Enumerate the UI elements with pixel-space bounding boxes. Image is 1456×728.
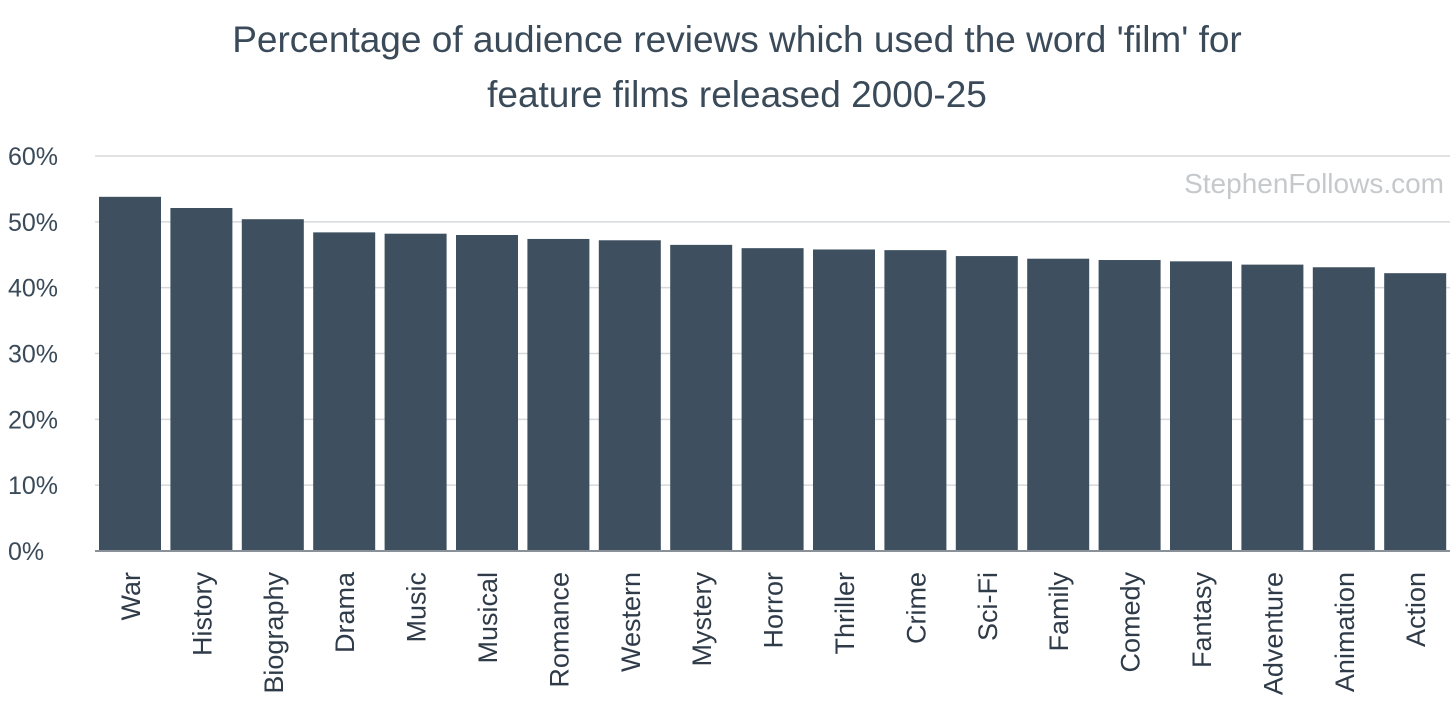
y-tick-label: 30%: [8, 341, 58, 369]
y-tick-label: 50%: [8, 209, 58, 237]
x-category-label: Romance: [544, 572, 574, 688]
bar-horror: [742, 248, 804, 551]
x-axis-category-labels: War History Biography Drama Music Musical Roma…: [116, 571, 1431, 695]
x-category-label: Fantasy: [1187, 572, 1217, 669]
bar-adventure: [1241, 265, 1303, 551]
bar-family: [1027, 259, 1089, 551]
y-axis-tick-labels: 0% 10% 20% 30% 40% 50% 60%: [8, 143, 58, 566]
bar-animation: [1313, 267, 1375, 551]
y-tick-label: 40%: [8, 275, 58, 303]
bar-romance: [527, 239, 589, 551]
bar-action: [1384, 273, 1446, 551]
bar-war: [99, 197, 161, 551]
x-category-label: Drama: [330, 571, 360, 653]
x-category-label: Action: [1401, 572, 1431, 647]
y-tick-label: 20%: [8, 406, 58, 434]
watermark-text: StephenFollows.com: [1184, 168, 1444, 199]
bars: [99, 197, 1446, 551]
x-category-label: Crime: [901, 572, 931, 644]
x-category-label: Animation: [1330, 572, 1360, 692]
x-category-label: Thriller: [830, 572, 860, 655]
x-category-label: Adventure: [1258, 572, 1288, 695]
x-category-label: Family: [1044, 572, 1074, 652]
x-category-label: History: [187, 572, 217, 657]
bar-sci-fi: [956, 256, 1018, 551]
x-category-label: Biography: [259, 572, 289, 694]
x-category-label: Comedy: [1116, 572, 1146, 673]
x-category-label: Western: [616, 572, 646, 672]
x-category-label: Horror: [759, 572, 789, 649]
bar-musical: [456, 235, 518, 551]
y-tick-label: 10%: [8, 472, 58, 500]
y-tick-label: 60%: [8, 143, 58, 171]
x-category-label: Sci-Fi: [973, 572, 1003, 641]
chart-title-line-1: Percentage of audience reviews which use…: [232, 19, 1242, 60]
bar-thriller: [813, 249, 875, 551]
x-category-label: Musical: [473, 572, 503, 664]
bar-crime: [884, 250, 946, 551]
x-category-label: Music: [402, 572, 432, 643]
bar-mystery: [670, 245, 732, 551]
bar-history: [170, 208, 232, 551]
bar-fantasy: [1170, 261, 1232, 551]
chart-title-line-2: feature films released 2000-25: [487, 74, 987, 115]
bar-western: [599, 240, 661, 551]
y-tick-label: 0%: [8, 538, 44, 566]
bar-music: [385, 234, 447, 551]
bar-comedy: [1099, 260, 1161, 551]
x-category-label: War: [116, 572, 146, 621]
bar-drama: [313, 232, 375, 551]
bar-biography: [242, 219, 304, 551]
x-category-label: Mystery: [687, 572, 717, 667]
